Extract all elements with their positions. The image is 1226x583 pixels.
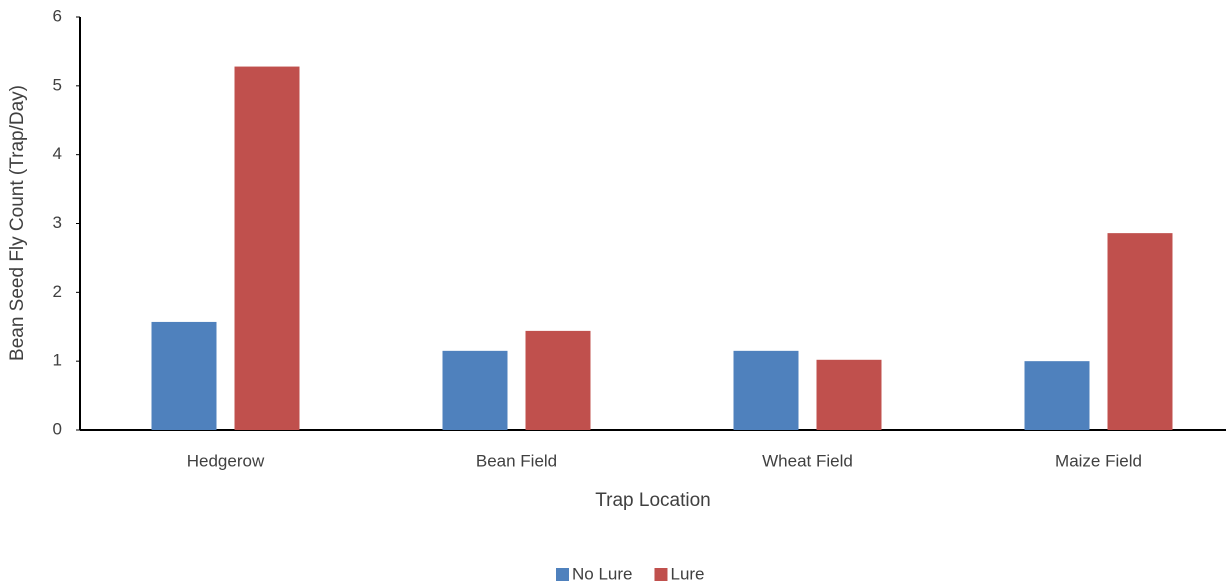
bar	[234, 66, 300, 430]
bar	[525, 330, 591, 430]
y-tick-label: 1	[53, 351, 62, 370]
legend-swatch	[556, 568, 569, 581]
bar	[816, 359, 882, 430]
x-tick-label: Wheat Field	[762, 451, 853, 470]
y-tick-label: 5	[53, 75, 62, 94]
x-axis-title: Trap Location	[595, 490, 710, 511]
legend-swatch	[654, 568, 668, 581]
bar	[733, 350, 799, 430]
x-tick-label: Bean Field	[476, 451, 557, 470]
bar	[151, 321, 217, 430]
bar	[1107, 233, 1173, 430]
bar	[1024, 361, 1090, 430]
legend-label: No Lure	[572, 564, 632, 583]
y-tick-label: 4	[53, 144, 62, 163]
x-tick-label: Maize Field	[1055, 451, 1142, 470]
y-tick-label: 6	[53, 6, 62, 25]
y-tick-label: 0	[53, 419, 62, 438]
bar	[442, 350, 508, 430]
y-axis-title: Bean Seed Fly Count (Trap/Day)	[7, 85, 28, 361]
x-tick-label: Hedgerow	[187, 451, 265, 470]
y-tick-label: 2	[53, 282, 62, 301]
y-tick-label: 3	[53, 213, 62, 232]
legend-label: Lure	[670, 564, 704, 583]
